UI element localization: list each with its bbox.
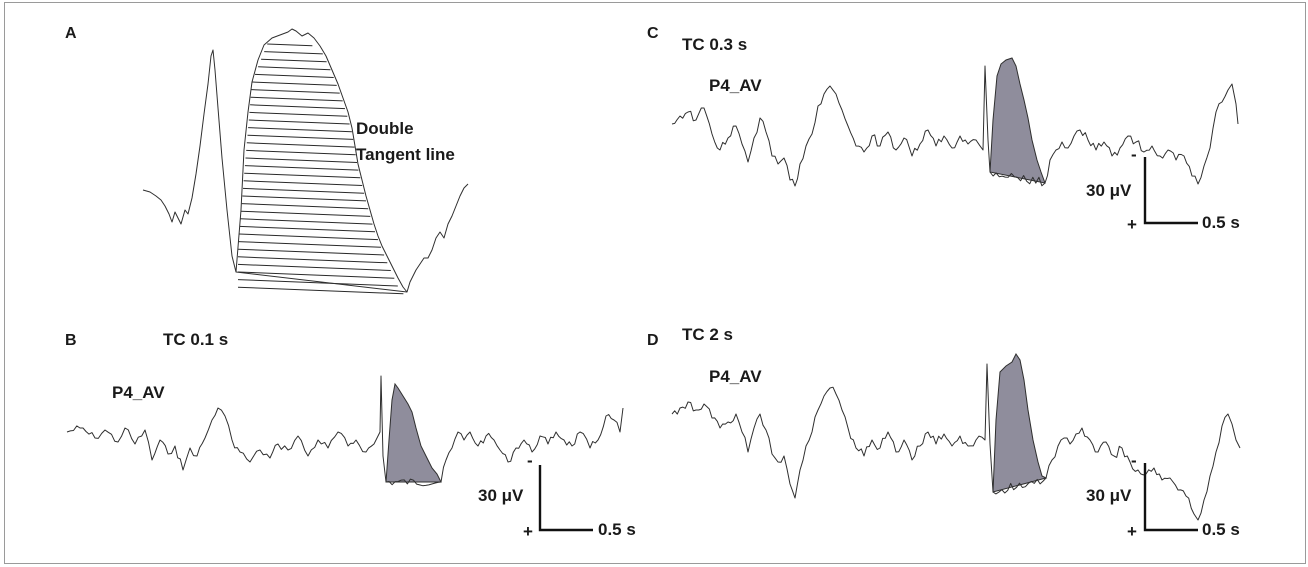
- panel-b-channel: P4_AV: [112, 383, 165, 402]
- hatch-lines: [237, 43, 404, 295]
- panel-d-scale-voltage: 30 μV: [1086, 486, 1132, 505]
- panel-a-label: A: [65, 25, 77, 42]
- hatch-line: [264, 51, 323, 55]
- hatch-line: [251, 89, 340, 94]
- panel-d-label: D: [647, 332, 659, 349]
- hatch-line: [242, 187, 365, 194]
- hatch-line: [244, 172, 361, 179]
- panel-c-trace: [671, 65, 1239, 187]
- hatch-line: [248, 119, 350, 125]
- panel-b-scale-bar: [538, 465, 593, 532]
- panel-c-scale-bar: [1143, 157, 1198, 225]
- panel-d-time-constant: TC 2 s: [682, 325, 733, 344]
- panel-c-minus: -: [1131, 145, 1137, 164]
- panel-c-scale-time: 0.5 s: [1202, 213, 1240, 232]
- hatch-line: [237, 248, 385, 256]
- panel-c: C TC 0.3 s P4_AV - 30 μV + 0.5 s: [647, 25, 1240, 234]
- panel-d-slow-wave: [992, 353, 1048, 493]
- hatch-line: [246, 142, 355, 148]
- hatch-line: [244, 165, 359, 171]
- tangent-line-label: Tangent line: [356, 145, 455, 164]
- hatch-line: [241, 203, 369, 210]
- hatch-line: [239, 225, 376, 233]
- hatch-line: [258, 66, 331, 71]
- panel-c-plus: +: [1127, 215, 1137, 234]
- panel-b-label: B: [65, 332, 77, 349]
- panel-b-scale-voltage: 30 μV: [478, 486, 524, 505]
- hatch-line: [237, 263, 391, 271]
- hatch-line: [243, 180, 363, 186]
- panel-d-plus: +: [1127, 522, 1137, 541]
- figure-frame: [4, 2, 1306, 564]
- panel-b-minus: -: [527, 451, 533, 470]
- hatch-line: [248, 127, 352, 133]
- hatch-line: [239, 233, 379, 241]
- hatch-line: [237, 279, 398, 287]
- hatch-line: [238, 241, 382, 248]
- hatch-line: [240, 210, 371, 217]
- panel-a: A Double Tangent line: [65, 25, 469, 295]
- panel-b: B TC 0.1 s P4_AV - 30 μV + 0.5 s: [65, 330, 636, 541]
- panel-c-slow-wave: [989, 57, 1046, 184]
- panel-d-scale-bar: [1143, 463, 1198, 532]
- hatch-line: [251, 81, 337, 86]
- hatch-line: [237, 271, 395, 279]
- panel-b-scale-time: 0.5 s: [598, 520, 636, 539]
- hatch-line: [250, 96, 343, 102]
- hatch-line: [240, 218, 373, 225]
- panel-c-label: C: [647, 25, 659, 42]
- hatch-line: [247, 134, 354, 140]
- hatch-line: [246, 149, 356, 156]
- hatch-line: [245, 157, 358, 163]
- panel-c-time-constant: TC 0.3 s: [682, 35, 747, 54]
- panel-b-trace: [66, 375, 624, 487]
- panel-c-scale-voltage: 30 μV: [1086, 181, 1132, 200]
- panel-d: D TC 2 s P4_AV - 30 μV + 0.5 s: [647, 325, 1241, 541]
- double-label: Double: [356, 119, 414, 138]
- panel-b-slow-wave: [385, 382, 442, 483]
- hatch-line: [242, 195, 367, 202]
- panel-a-trace: [142, 28, 469, 293]
- hatch-line: [237, 286, 404, 295]
- panel-c-channel: P4_AV: [709, 76, 762, 95]
- panel-d-channel: P4_AV: [709, 367, 762, 386]
- hatch-line: [250, 104, 346, 110]
- hatch-line: [237, 256, 388, 264]
- hatch-line: [267, 43, 313, 47]
- panel-d-trace: [671, 363, 1241, 521]
- hatch-line: [249, 111, 348, 117]
- panel-b-plus: +: [523, 522, 533, 541]
- panel-b-time-constant: TC 0.1 s: [163, 330, 228, 349]
- panel-d-minus: -: [1131, 451, 1137, 470]
- panel-a-baseline: [235, 271, 408, 293]
- panel-d-scale-time: 0.5 s: [1202, 520, 1240, 539]
- hatch-line: [254, 73, 334, 78]
- hatch-line: [261, 58, 327, 63]
